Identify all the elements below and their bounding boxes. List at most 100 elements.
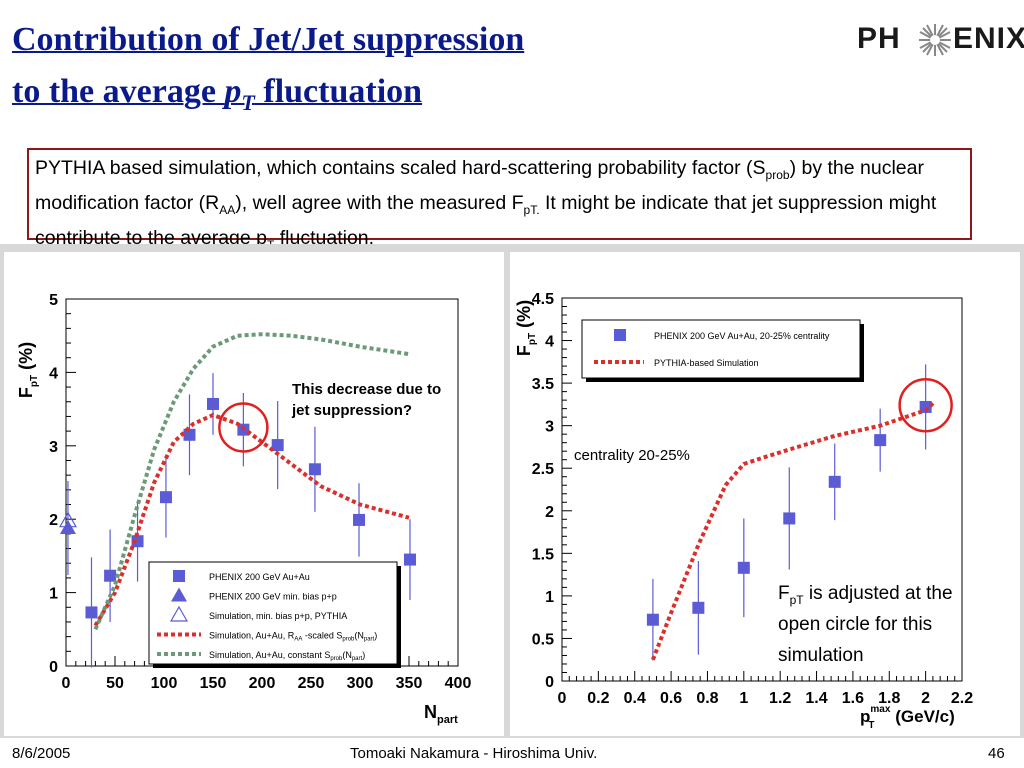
legend-label-part: Simulation, Au+Au, constant S <box>209 650 330 660</box>
y-tick-label: 2.5 <box>532 461 554 478</box>
plot-frame <box>561 297 963 682</box>
x-axis-title-sub: part <box>437 714 458 726</box>
annotation-adjusted-line-1: FpT is adjusted at the <box>778 583 953 607</box>
title-var: p <box>224 73 242 110</box>
data-point <box>353 513 366 526</box>
left-chart-panel: 0 1 2 3 4 5 0 50 100 150 200 250 300 350 400 FpT (%) Npa… <box>4 252 504 736</box>
annotation-adjusted-sub: pT <box>790 593 805 607</box>
legend-label-text: PHENIX 200 GeV min. bias p+p <box>209 592 337 602</box>
note-text-3: ), well agree with the measured F <box>235 191 524 214</box>
data-point <box>131 535 144 548</box>
x-axis-title-unit: (GeV/c) <box>891 707 955 726</box>
data-point <box>207 397 219 410</box>
data-point <box>874 434 887 447</box>
x-tick-label: 0.4 <box>624 690 646 707</box>
x-tick-label: 0.6 <box>660 690 682 707</box>
y-axis-title-unit: (%) <box>514 300 534 333</box>
data-point <box>308 463 321 476</box>
legend-label: PYTHIA-based Simulation <box>654 358 759 368</box>
legend-label: PHENIX 200 GeV Au+Au <box>209 572 310 582</box>
highlight-circle <box>218 402 269 453</box>
y-axis-title-main: F <box>16 387 36 398</box>
y-tick-label: 4.5 <box>532 291 554 308</box>
data-point <box>403 553 416 566</box>
summary-note: PYTHIA based simulation, which contains … <box>27 148 972 252</box>
y-tick-label: 3.5 <box>532 376 554 393</box>
data-point <box>828 475 841 488</box>
x-tick-label: 0 <box>62 675 71 692</box>
x-tick-label: 1.4 <box>805 690 827 707</box>
legend-label-part: ) <box>362 650 365 660</box>
legend-label-part: (N <box>342 650 352 660</box>
annotation-adjusted-line-3: simulation <box>778 645 864 666</box>
x-tick-label: 400 <box>445 675 472 692</box>
y-tick-label: 1.5 <box>532 546 554 563</box>
footer-page-number: 46 <box>988 745 1005 762</box>
note-text-2: ) by the nuclear modification factor (R <box>35 157 924 214</box>
x-tick-label: 300 <box>347 675 374 692</box>
legend-label-text: PHENIX 200 GeV Au+Au <box>209 572 310 582</box>
logo-left-text: PH <box>857 22 901 55</box>
highlight-circle <box>898 377 953 433</box>
legend-marker <box>614 329 626 341</box>
note-text-4: It might be indicate that jet suppressio… <box>35 191 937 249</box>
logo-star-icon <box>919 24 951 56</box>
slide-title: Contribution of Jet/Jet suppression to t… <box>12 14 524 129</box>
note-sub-3: pT. <box>523 202 540 217</box>
x-tick-label: 0.2 <box>587 690 609 707</box>
annotation-line-2: jet suppression? <box>291 402 412 419</box>
x-axis-title-sup: max <box>870 704 890 715</box>
y-tick-label: 0.5 <box>532 631 554 648</box>
x-tick-label: 200 <box>249 675 276 692</box>
legend-label: Simulation, min. bias p+p, PYTHIA <box>209 611 347 621</box>
ptmax-chart: 0 0.5 1 1.5 2 2.5 3 3.5 4 4.5 0 0.2 0.4 0.6 0.8 1 1.2 1.4… <box>514 291 973 731</box>
annotation-line-1: This decrease due to <box>292 381 441 398</box>
y-axis-title-sub: pT <box>527 333 538 345</box>
legend-label-part: (N <box>354 631 364 641</box>
y-tick-label: 1 <box>545 589 554 606</box>
x-tick-label: 250 <box>298 675 325 692</box>
legend-label-part: Simulation, Au+Au, R <box>209 631 295 641</box>
legend-label-sub: part <box>364 637 375 643</box>
legend-label-part: ) <box>374 631 377 641</box>
annotation-adjusted-line-2: open circle for this <box>778 614 932 635</box>
title-line-2: to the average pT fluctuation <box>12 66 524 129</box>
legend-label-part: -scaled S <box>302 631 342 641</box>
note-text-1: PYTHIA based simulation, which contains … <box>35 157 766 179</box>
legend-label-sub: part <box>352 656 363 662</box>
x-axis-title: pmax T (GeV/c) <box>860 704 955 731</box>
legend-marker <box>171 587 187 602</box>
title-prefix: to the average <box>12 73 225 110</box>
data-point <box>646 613 659 626</box>
y-axis-title-sub: pT <box>29 375 40 387</box>
legend-label: Simulation, Au+Au, RAA -scaled Sprob(Npa… <box>209 631 377 643</box>
footer-date: 8/6/2005 <box>12 745 71 762</box>
data-point <box>183 428 196 441</box>
simulation-curve-3 <box>93 412 410 627</box>
y-tick-label: 1 <box>49 586 58 603</box>
x-tick-label: 1.6 <box>842 690 864 707</box>
legend-box <box>581 319 861 379</box>
right-chart-panel: 0 0.5 1 1.5 2 2.5 3 3.5 4 4.5 0 0.2 0.4 0.6 0.8 1 1.2 1.4… <box>510 252 1020 736</box>
x-tick-label: 1.8 <box>878 690 900 707</box>
y-tick-label: 5 <box>49 292 58 309</box>
note-text-5: fluctuation. <box>274 226 375 249</box>
x-tick-label: 350 <box>396 675 423 692</box>
legend-label: PHENIX 200 GeV min. bias p+p <box>209 592 337 602</box>
x-tick-label: 2 <box>921 690 930 707</box>
x-tick-label: 1 <box>739 690 748 707</box>
y-axis-title: FpT (%) <box>16 342 40 398</box>
legend-label: PHENIX 200 GeV Au+Au, 20-25% centrality <box>654 331 830 341</box>
logo-right-text: ENIX <box>953 22 1024 55</box>
legend-marker <box>169 605 189 622</box>
simulation-curve-4 <box>93 332 410 631</box>
y-tick-label: 0 <box>49 659 58 676</box>
legend-label-text: Simulation, min. bias p+p, PYTHIA <box>209 611 347 621</box>
data-point <box>737 561 750 574</box>
y-tick-label: 2 <box>49 512 58 529</box>
note-sub-2: AA <box>219 202 236 217</box>
y-axis-title-unit: (%) <box>16 342 36 375</box>
data-point <box>104 569 117 582</box>
x-tick-label: 0.8 <box>696 690 718 707</box>
annotation-adjusted-rest: is adjusted at the <box>804 583 953 604</box>
